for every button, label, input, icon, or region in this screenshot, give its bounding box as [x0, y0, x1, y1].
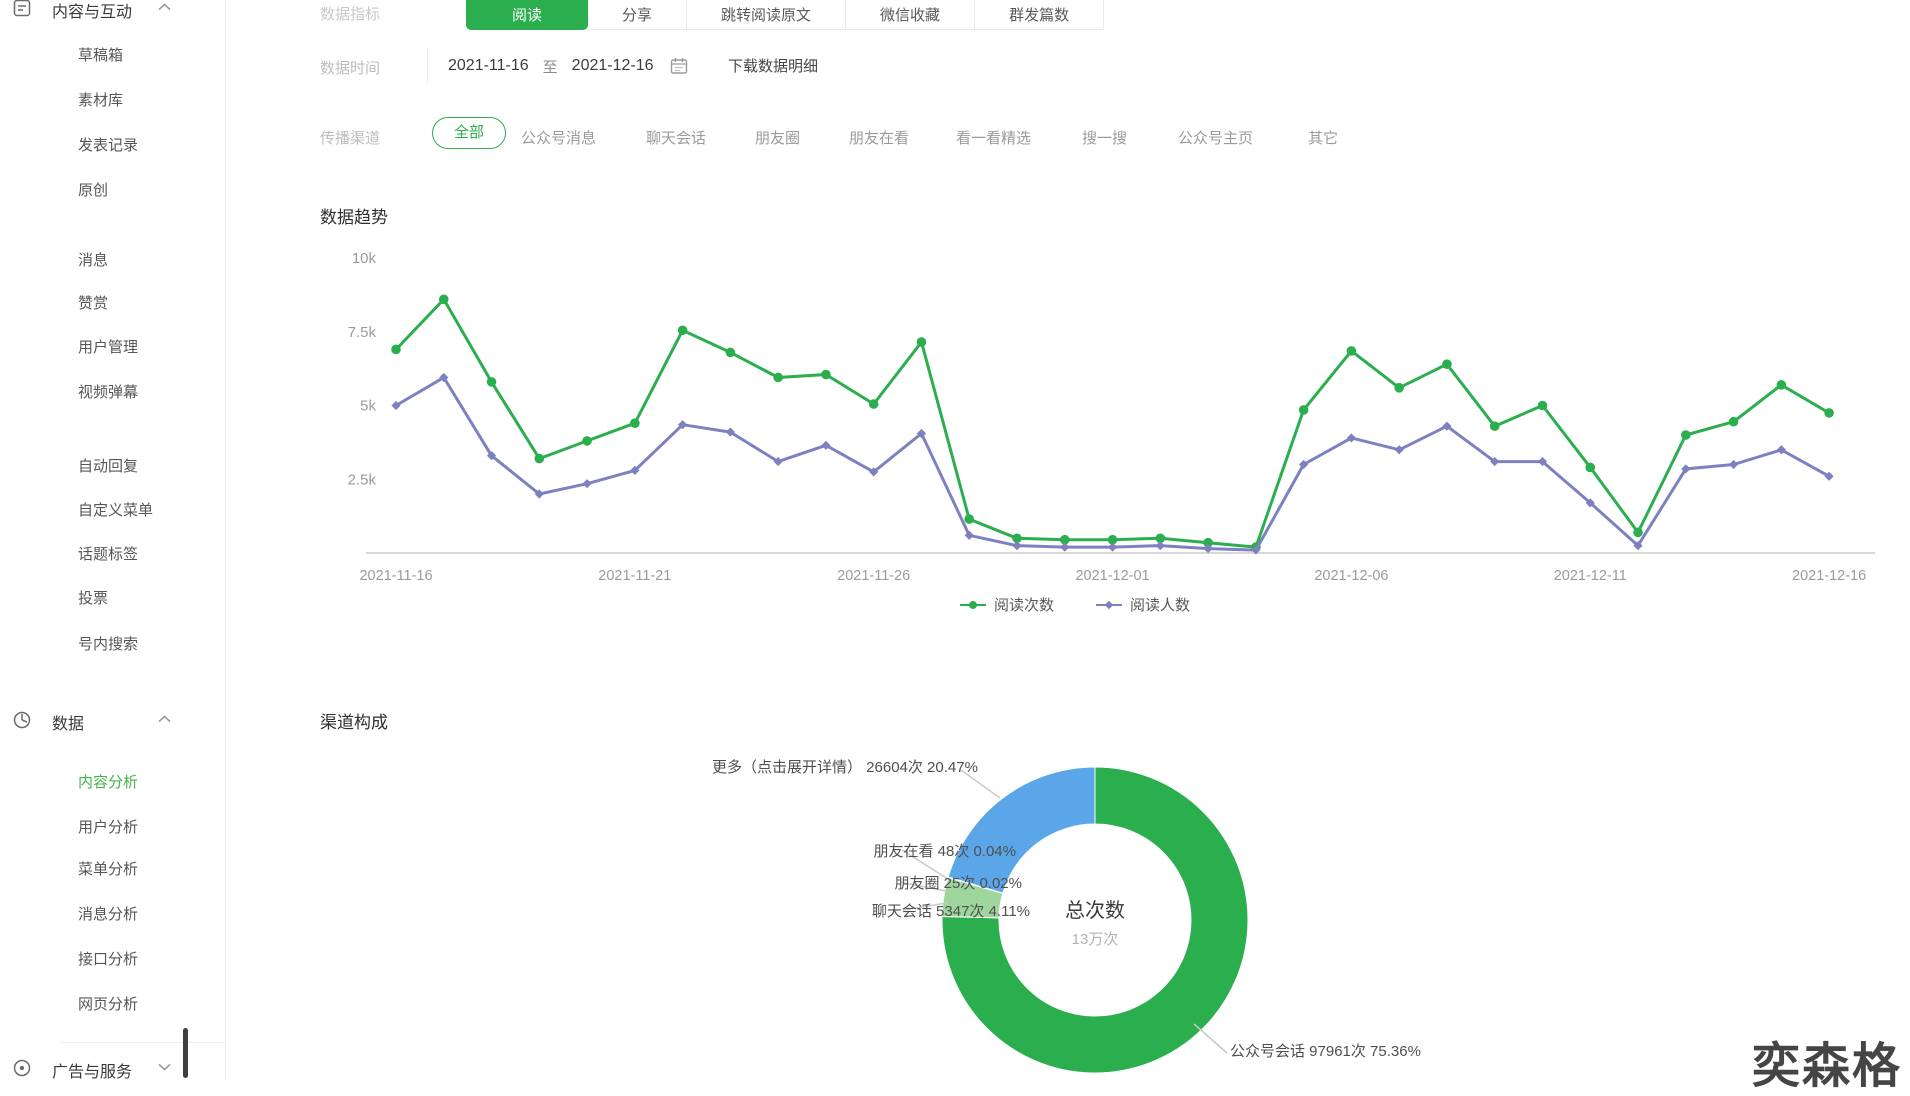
svg-text:10k: 10k: [352, 250, 377, 267]
chevron-down-icon: [158, 1063, 171, 1071]
chevron-up-icon: [158, 715, 171, 723]
svg-text:7.5k: 7.5k: [348, 324, 377, 341]
channel-filter-其它[interactable]: 其它: [1308, 130, 1339, 147]
svg-text:2021-12-06: 2021-12-06: [1314, 568, 1388, 584]
date-end[interactable]: 2021-12-16: [571, 57, 654, 74]
trend-line-chart: 2.5k 5k 7.5k 10k 2021-11-16 2021-11-21 2021-11…: [330, 238, 1880, 601]
channel-label: 传播渠道: [320, 130, 381, 147]
calendar-icon[interactable]: [670, 57, 688, 75]
sidebar-item-网页分析[interactable]: 网页分析: [78, 996, 139, 1013]
donut-chart-svg: [899, 766, 1249, 1074]
channel-filter-all[interactable]: 全部: [432, 117, 507, 149]
sidebar-item-菜单分析[interactable]: 菜单分析: [78, 861, 139, 878]
scrollbar-thumb[interactable]: [183, 1028, 188, 1078]
sidebar-item-自定义菜单[interactable]: 自定义菜单: [78, 502, 154, 519]
svg-text:2021-11-26: 2021-11-26: [837, 568, 910, 584]
sidebar-item-话题标签[interactable]: 话题标签: [78, 546, 139, 563]
ads-icon: [13, 1059, 31, 1077]
channel-filter-公众号消息[interactable]: 公众号消息: [521, 130, 597, 147]
donut-connector-公众号会话: [1193, 1023, 1228, 1054]
sidebar-section-data[interactable]: 数据: [0, 710, 226, 734]
svg-text:2021-12-16: 2021-12-16: [1792, 568, 1866, 584]
svg-text:2021-12-11: 2021-12-11: [1554, 568, 1627, 584]
sidebar-section-label: 内容与互动: [52, 4, 133, 21]
donut-connector-朋友在看: [901, 849, 949, 880]
sidebar-item-内容分析[interactable]: 内容分析: [78, 774, 139, 791]
download-data-link[interactable]: 下载数据明细: [728, 58, 819, 75]
sidebar: 内容与互动 数据 广告与服务 草稿箱素材库发表记录原创消息赞赏用户管理视频弹幕自…: [0, 0, 226, 1082]
svg-text:2021-11-16: 2021-11-16: [359, 568, 432, 584]
trend-legend: 阅读次数 阅读人数: [300, 594, 1850, 615]
channel-donut-chart: [680, 748, 1460, 1088]
sidebar-section-content[interactable]: 内容与互动: [0, 0, 226, 22]
donut-label-公众号会话: 公众号会话 97961次 75.36%: [1230, 1043, 1421, 1060]
legend-item-阅读次数[interactable]: 阅读次数: [959, 594, 1054, 615]
tab-跳转阅读原文[interactable]: 跳转阅读原文: [687, 0, 847, 30]
donut-connector-朋友圈: [899, 881, 947, 892]
tab-微信收藏[interactable]: 微信收藏: [846, 0, 976, 30]
chevron-up-icon: [158, 3, 171, 11]
watermark: 奕森格: [1752, 1040, 1903, 1093]
sidebar-item-接口分析[interactable]: 接口分析: [78, 951, 139, 968]
date-start[interactable]: 2021-11-16: [448, 57, 529, 74]
date-range: 2021-11-16 至 2021-12-16: [427, 48, 688, 84]
donut-label-更多（点击展开详情）[interactable]: 更多（点击展开详情） 26604次 20.47%: [712, 759, 978, 776]
donut-center-value: 13万次: [1071, 931, 1119, 948]
sidebar-item-素材库[interactable]: 素材库: [78, 92, 124, 109]
donut-connector-聊天会话: [902, 902, 948, 911]
tab-分享[interactable]: 分享: [588, 0, 688, 30]
svg-text:2021-12-01: 2021-12-01: [1075, 568, 1149, 584]
svg-text:5k: 5k: [360, 398, 376, 415]
channel-filter-朋友在看[interactable]: 朋友在看: [849, 130, 910, 147]
legend-item-阅读人数[interactable]: 阅读人数: [1096, 594, 1190, 615]
svg-text:2.5k: 2.5k: [348, 471, 377, 488]
sidebar-item-消息分析[interactable]: 消息分析: [78, 906, 139, 923]
sidebar-item-消息[interactable]: 消息: [78, 252, 109, 269]
legend-label: 阅读人数: [1130, 597, 1191, 614]
channel-filter-朋友圈[interactable]: 朋友圈: [755, 130, 801, 147]
sidebar-item-用户分析[interactable]: 用户分析: [78, 819, 139, 836]
channel-filter-公众号主页[interactable]: 公众号主页: [1178, 130, 1254, 147]
donut-connector-更多（点击展开详情）: [960, 769, 1001, 799]
svg-text:2021-11-21: 2021-11-21: [598, 568, 671, 584]
donut-label-朋友圈: 朋友圈 25次 0.02%: [894, 875, 1022, 892]
sidebar-item-号内搜索[interactable]: 号内搜索: [78, 636, 139, 653]
donut-label-朋友在看: 朋友在看 48次 0.04%: [873, 843, 1016, 860]
sidebar-item-自动回复[interactable]: 自动回复: [78, 458, 139, 475]
date-separator: 至: [542, 58, 558, 76]
metrics-label: 数据指标: [320, 6, 381, 23]
legend-label: 阅读次数: [993, 597, 1054, 614]
tab-群发篇数[interactable]: 群发篇数: [975, 0, 1105, 30]
time-label: 数据时间: [320, 60, 381, 77]
sidebar-item-发表记录[interactable]: 发表记录: [78, 137, 139, 154]
sidebar-section-ads[interactable]: 广告与服务: [0, 1058, 226, 1082]
sidebar-item-草稿箱[interactable]: 草稿箱: [78, 47, 124, 64]
sidebar-item-原创[interactable]: 原创: [78, 182, 109, 199]
donut-slice-更多（点击展开详情）[interactable]: [947, 766, 1096, 894]
sidebar-section-label: 数据: [52, 716, 85, 733]
trend-chart-svg: 2.5k 5k 7.5k 10k 2021-11-16 2021-11-21 2021-11…: [348, 250, 1875, 584]
sidebar-item-用户管理[interactable]: 用户管理: [78, 339, 139, 356]
sidebar-item-赞赏[interactable]: 赞赏: [78, 295, 109, 312]
circle-marker-icon: [959, 600, 986, 610]
sidebar-item-视频弹幕[interactable]: 视频弹幕: [78, 384, 139, 401]
content-icon: [13, 0, 31, 17]
channel-filter-搜一搜[interactable]: 搜一搜: [1082, 130, 1128, 147]
channel-filter-看一看精选[interactable]: 看一看精选: [956, 130, 1032, 147]
sidebar-item-投票[interactable]: 投票: [78, 590, 109, 607]
donut-center-label: 总次数: [1065, 900, 1125, 922]
donut-slice-公众号会话[interactable]: [941, 766, 1249, 1074]
trend-section-title: 数据趋势: [320, 208, 388, 227]
tab-阅读[interactable]: 阅读: [466, 0, 589, 30]
donut-label-聊天会话: 聊天会话 5347次 4.11%: [871, 903, 1030, 920]
composition-section-title: 渠道构成: [320, 713, 388, 732]
channel-filter-聊天会话[interactable]: 聊天会话: [646, 130, 707, 147]
sidebar-divider: [60, 1042, 226, 1043]
diamond-marker-icon: [1096, 600, 1122, 610]
data-icon: [13, 711, 31, 729]
metrics-tabs: 阅读 分享 跳转阅读原文 微信收藏 群发篇数: [466, 0, 1105, 30]
sidebar-section-label: 广告与服务: [52, 1064, 133, 1081]
